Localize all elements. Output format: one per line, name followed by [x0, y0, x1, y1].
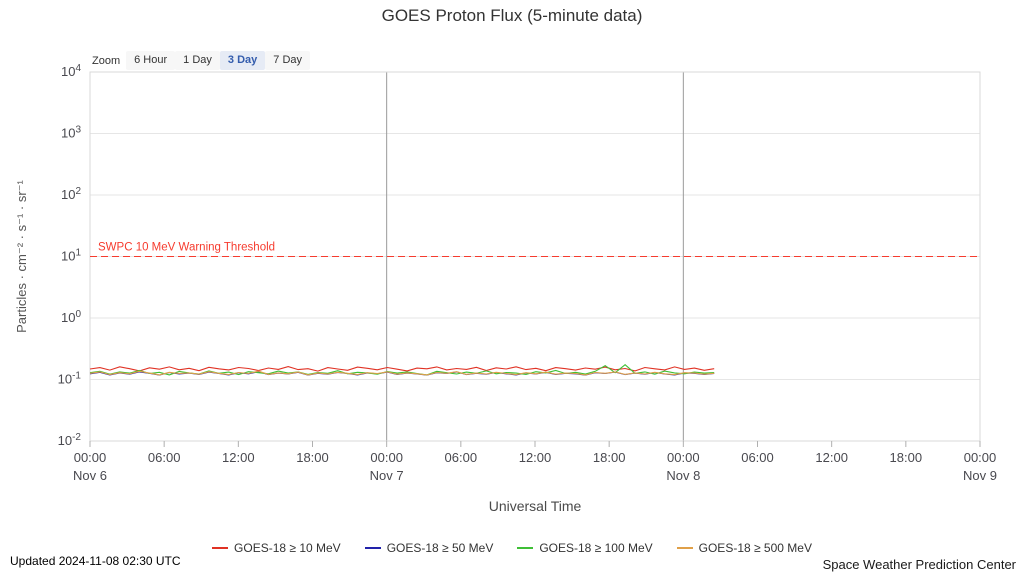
legend-item[interactable]: GOES-18 ≥ 50 MeV — [364, 541, 494, 555]
x-tick-label: 00:00 — [964, 450, 997, 465]
x-tick-label: 06:00 — [445, 450, 478, 465]
series-line — [89, 366, 715, 372]
y-axis-labels: 104 103 102 101 100 10-1 10-2 — [58, 63, 82, 448]
zoom-button-3-day[interactable]: 3 Day — [219, 51, 266, 70]
day-boundary-lines — [386, 72, 684, 441]
updated-timestamp: Updated 2024-11-08 02:30 UTC — [10, 554, 181, 568]
legend-item-label: GOES-18 ≥ 10 MeV — [234, 541, 341, 555]
x-day-label: Nov 9 — [963, 468, 997, 483]
y-tick-label: 104 — [61, 63, 81, 79]
legend-item-label: GOES-18 ≥ 50 MeV — [386, 541, 494, 555]
zoom-button-6-hour[interactable]: 6 Hour — [126, 51, 176, 70]
legend-item[interactable]: GOES-18 ≥ 10 MeV — [212, 541, 341, 555]
chart-title: GOES Proton Flux (5-minute data) — [381, 6, 643, 25]
legend-line-symbol — [364, 547, 381, 549]
legend: GOES-18 ≥ 10 MeV GOES-18 ≥ 50 MeV GOES-18 … — [0, 541, 1024, 555]
legend-item[interactable]: GOES-18 ≥ 500 MeV — [676, 541, 812, 555]
x-tick-label: 12:00 — [519, 450, 552, 465]
x-tick-label: 00:00 — [667, 450, 700, 465]
x-tick-label: 00:00 — [74, 450, 107, 465]
zoom-button-7-day[interactable]: 7 Day — [265, 51, 311, 70]
x-axis-title: Universal Time — [489, 498, 582, 514]
y-axis-title: Particles · cm⁻² · s⁻¹ · sr⁻¹ — [14, 179, 29, 332]
x-axis-ticks: 00:00 06:00 12:00 18:00 00:00 06:00 12:00 18:00… — [73, 441, 997, 483]
range-selector: Zoom 6 Hour 1 Day 3 Day 7 Day — [92, 51, 311, 70]
x-tick-label: 06:00 — [741, 450, 774, 465]
zoom-button-1-day[interactable]: 1 Day — [175, 51, 220, 70]
x-tick-label: 12:00 — [815, 450, 848, 465]
legend-item-label: GOES-18 ≥ 100 MeV — [539, 541, 653, 555]
series-lines — [89, 363, 715, 376]
x-day-label: Nov 6 — [73, 468, 107, 483]
legend-line-symbol — [676, 547, 693, 549]
x-tick-label: 12:00 — [222, 450, 255, 465]
x-tick-label: 18:00 — [890, 450, 923, 465]
y-tick-label: 101 — [61, 248, 81, 264]
x-day-label: Nov 8 — [666, 468, 700, 483]
x-tick-label: 18:00 — [296, 450, 329, 465]
x-tick-label: 18:00 — [593, 450, 626, 465]
y-tick-label: 10-2 — [58, 432, 82, 448]
legend-line-symbol — [212, 547, 229, 549]
y-tick-label: 10-1 — [58, 371, 82, 387]
zoom-buttons-group: 6 Hour 1 Day 3 Day 7 Day — [126, 51, 311, 70]
x-day-label: Nov 7 — [370, 468, 404, 483]
legend-item[interactable]: GOES-18 ≥ 100 MeV — [517, 541, 653, 555]
x-tick-label: 06:00 — [148, 450, 181, 465]
zoom-label: Zoom — [92, 54, 121, 67]
plot-area[interactable] — [90, 72, 980, 441]
x-tick-label: 00:00 — [370, 450, 403, 465]
series-line — [89, 370, 715, 376]
warning-threshold-label: SWPC 10 MeV Warning Threshold — [98, 242, 275, 254]
source-credit: Space Weather Prediction Center — [822, 557, 1016, 572]
y-tick-label: 103 — [61, 125, 81, 141]
legend-line-symbol — [517, 547, 534, 549]
y-tick-label: 102 — [61, 186, 81, 202]
y-tick-label: 100 — [61, 309, 81, 325]
legend-item-label: GOES-18 ≥ 500 MeV — [698, 541, 812, 555]
